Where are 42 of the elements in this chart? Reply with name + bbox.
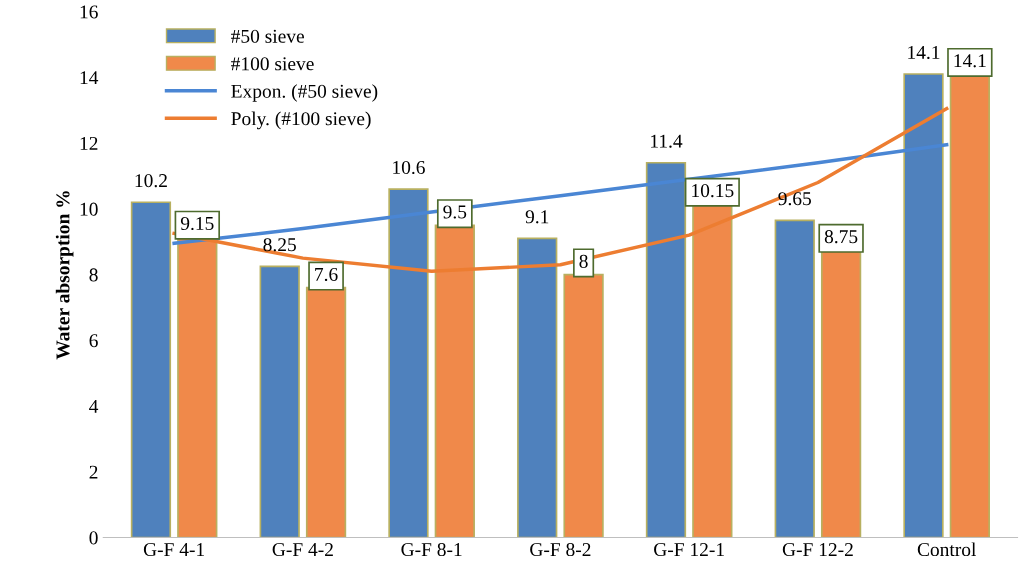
- bar: [130, 201, 172, 538]
- y-axis-title: Water absorption %: [55, 191, 74, 360]
- y-tick-label: 0: [89, 531, 98, 545]
- y-tick-label: 12: [80, 136, 98, 150]
- bar: [774, 219, 815, 538]
- y-tick-label: 16: [80, 5, 98, 19]
- data-label: 14.1: [954, 54, 986, 68]
- legend-label: #100 sieve: [231, 57, 314, 71]
- x-tick-label: G-F 12-2: [782, 543, 853, 557]
- y-tick-label: 14: [80, 71, 99, 85]
- data-label: 8.25: [263, 238, 296, 252]
- legend-label: Expon. (#50 sieve): [231, 84, 378, 102]
- data-label: 9.1: [525, 210, 549, 224]
- bar: [388, 188, 429, 538]
- y-tick-label: 8: [89, 268, 98, 282]
- data-label: 9.15: [180, 216, 214, 231]
- bar: [517, 237, 558, 538]
- x-tick-label: G-F 4-2: [272, 543, 333, 557]
- data-label: 9.5: [443, 205, 467, 219]
- bar: [645, 161, 687, 538]
- y-tick-label: 10: [80, 202, 98, 216]
- y-tick-label: 4: [89, 399, 99, 413]
- y-tick-label: 2: [89, 465, 98, 479]
- bar: [259, 265, 300, 538]
- y-tick-label: 6: [89, 334, 98, 348]
- legend-label: #50 sieve: [231, 29, 304, 43]
- data-label: 7.6: [315, 267, 338, 282]
- x-tick-label: G-F 12-1: [654, 543, 724, 557]
- data-label: 8.75: [824, 230, 858, 244]
- x-tick-label: G-F 8-1: [401, 542, 462, 557]
- data-label: 8: [579, 254, 588, 268]
- data-label: 10.15: [692, 184, 734, 198]
- data-label: 10.2: [135, 174, 167, 188]
- bar: [903, 73, 944, 538]
- data-label: 9.65: [778, 192, 811, 206]
- x-tick-label: G-F 4-1: [143, 543, 205, 557]
- data-label: 14.1: [908, 45, 940, 60]
- data-label: 10.6: [393, 160, 425, 175]
- x-tick-label: G-F 8-2: [530, 542, 591, 557]
- x-tick-label: Control: [917, 542, 977, 557]
- data-label: 11.4: [651, 134, 683, 148]
- legend-label: Poly. (#100 sieve): [231, 111, 371, 130]
